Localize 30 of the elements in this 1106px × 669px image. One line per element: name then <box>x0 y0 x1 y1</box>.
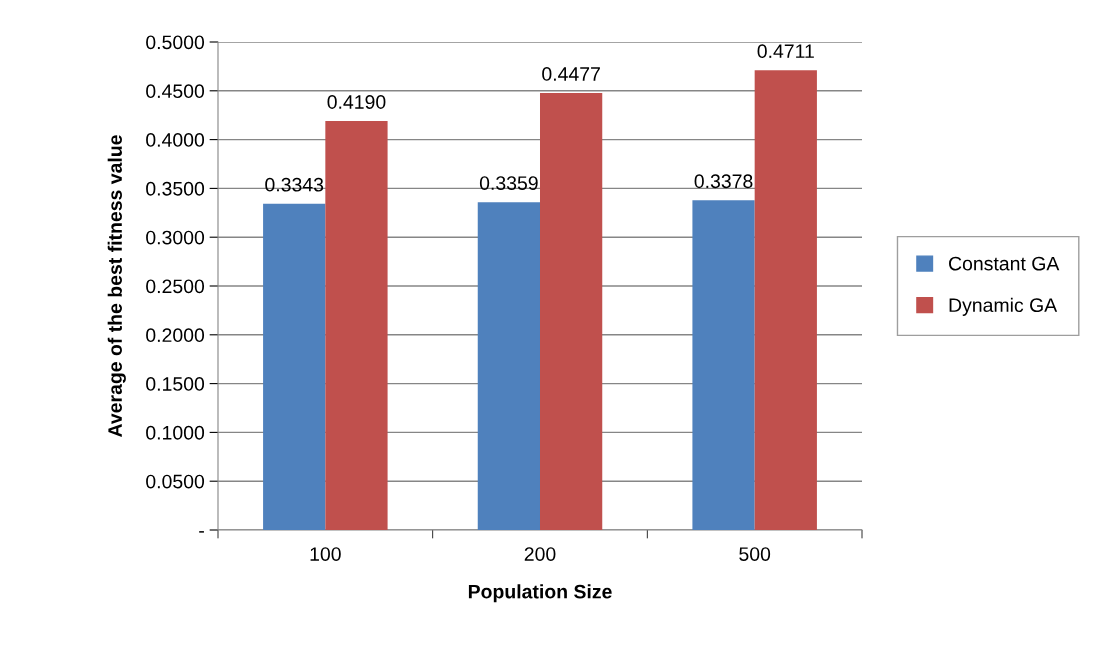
legend-label: Dynamic GA <box>949 297 1058 316</box>
data-label: 0.3359 <box>479 176 538 190</box>
y-tick-label: 0.4500 <box>146 84 205 99</box>
data-label: 0.4477 <box>542 67 600 81</box>
bar <box>692 200 755 530</box>
data-label: 0.3378 <box>694 174 753 189</box>
bar <box>540 93 603 530</box>
data-label: 0.4711 <box>757 44 814 59</box>
y-tick-label: 0.4000 <box>146 133 205 147</box>
y-tick-label: 0.3000 <box>146 230 205 245</box>
data-label: 0.4190 <box>327 95 386 109</box>
y-tick-label: 0.2500 <box>146 279 205 294</box>
bar <box>263 203 326 530</box>
legend-label: Constant GA <box>949 256 1060 271</box>
y-tick-label: 0.5000 <box>146 35 205 50</box>
y-tick-label: 0.3500 <box>146 181 205 196</box>
y-tick-label: 0.1500 <box>146 377 205 391</box>
x-tick-label: 100 <box>310 547 341 561</box>
y-tick-label: - <box>199 531 204 533</box>
y-tick-label: 0.0500 <box>146 474 205 489</box>
x-tick-label: 200 <box>524 547 556 561</box>
bar <box>325 121 388 530</box>
x-tick-label: 500 <box>739 547 771 561</box>
y-tick-label: 0.2000 <box>146 328 205 343</box>
y-tick-label: 0.1000 <box>146 425 205 440</box>
bar <box>477 202 540 530</box>
y-axis-title: Average of the best fitness value <box>107 135 126 437</box>
x-axis-title: Population Size <box>468 584 612 603</box>
data-label: 0.3343 <box>265 177 324 192</box>
bar <box>754 70 817 530</box>
